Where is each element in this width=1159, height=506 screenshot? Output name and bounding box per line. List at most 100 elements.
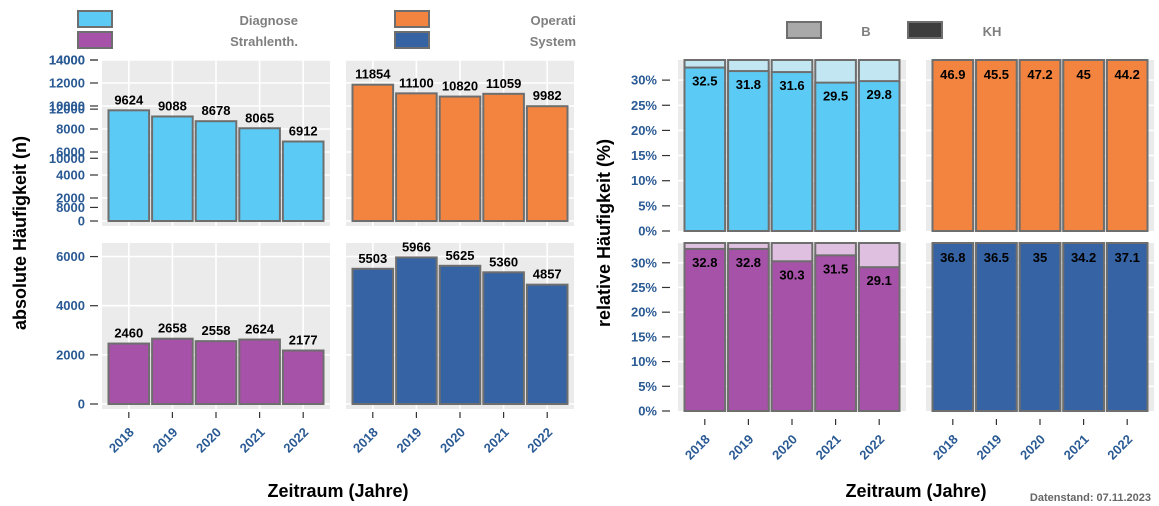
y-tick-label: 12000	[49, 76, 85, 91]
bar-label: 31.6	[779, 78, 804, 93]
bar-rel-system-2019	[975, 242, 1018, 412]
bar-label: 5360	[489, 254, 518, 269]
legend-label-diagnose: Diagnose	[239, 13, 298, 28]
x-tick-label: 2021	[481, 425, 512, 456]
bar-label: 45	[1076, 67, 1090, 82]
legend-right: B KH	[786, 21, 1002, 39]
bar-abs-system-2020	[438, 264, 482, 405]
x-tick-label: 2019	[393, 425, 424, 456]
y-tick-label: 2000	[56, 347, 85, 362]
x-tick-label: 2022	[524, 425, 555, 456]
y-tick-label: 14000	[49, 53, 85, 68]
bar-rel-diagnose-2019	[727, 70, 770, 232]
y-tick-label: 8000	[56, 200, 85, 215]
bar-rel-operati-2021	[1062, 59, 1105, 232]
bar-rel-system-2022	[1105, 242, 1149, 412]
bar-rel-system-2020	[1018, 242, 1062, 412]
bar-label: 6912	[289, 124, 318, 139]
x-tick-label: 2018	[350, 425, 381, 456]
y-tick-label: 20%	[631, 123, 657, 138]
bar-label: 11059	[486, 76, 521, 91]
bar-label: 37.1	[1115, 250, 1140, 265]
bar-abs-diagnose-2020	[194, 120, 238, 222]
bar-label: 36.5	[984, 250, 1009, 265]
bar-abs-system-2018	[351, 267, 395, 405]
legend-swatch-strahlenth	[77, 31, 113, 49]
bar-abs-operati-2019	[395, 92, 438, 222]
bar-rel-operati-2020	[1018, 59, 1062, 232]
bar-label: 9624	[114, 92, 144, 107]
bar-label: 4857	[533, 267, 562, 282]
y-tick-label: 0	[78, 397, 85, 412]
bar-abs-diagnose-2021	[238, 127, 281, 222]
bar-label: 31.5	[823, 261, 848, 276]
y-tick-label: 30%	[631, 73, 657, 88]
right-y-axis-title: relative Häufigkeit (%)	[594, 139, 614, 327]
left-y-axis-title: absolute Häufigkeit (n)	[10, 136, 30, 330]
bar-rel-diagnose-2021	[814, 81, 857, 232]
x-tick-label: 2018	[682, 432, 713, 463]
bar-rel-operati-2022	[1105, 59, 1149, 232]
x-tick-label: 2020	[193, 425, 224, 456]
bar-abs-system-2019	[395, 256, 438, 405]
bar-label: 29.1	[867, 273, 892, 288]
bar-abs-strahlenth-2020	[194, 340, 238, 405]
right-x-axis-title: Zeitraum (Jahre)	[845, 481, 986, 501]
bar-label: 9088	[158, 98, 187, 113]
bar-label: 10820	[442, 79, 478, 94]
bar-rel-diagnose-2022	[857, 80, 901, 232]
bar-abs-diagnose-2019	[151, 115, 194, 222]
bar-label: 32.8	[692, 255, 717, 270]
y-tick-label: 0	[78, 214, 85, 229]
bar-abs-strahlenth-2022	[281, 349, 325, 405]
y-tick-label: 25%	[631, 98, 657, 113]
bar-label: 5625	[446, 248, 475, 263]
y-tick-label: 15%	[631, 148, 657, 163]
legend-swatch-kh	[907, 21, 943, 39]
bar-rel-diagnose-2020	[770, 71, 814, 232]
bar-label: 2460	[114, 326, 143, 341]
legend-swatch-system	[394, 31, 430, 49]
bar-abs-system-2021	[482, 271, 525, 405]
x-tick-label: 2021	[813, 432, 844, 463]
x-tick-label: 2020	[1017, 432, 1048, 463]
bar-abs-operati-2018	[351, 83, 395, 222]
bar-label: 5966	[402, 239, 431, 254]
bar-label: 30.3	[779, 267, 804, 282]
bar-rel-diagnose-2018	[683, 66, 727, 233]
legend-label-b: B	[861, 24, 870, 39]
y-tick-label: 15%	[631, 329, 657, 344]
left-x-axis-title: Zeitraum (Jahre)	[267, 481, 408, 501]
bar-label: 29.8	[867, 87, 892, 102]
legend-label-kh: KH	[983, 24, 1002, 39]
bar-label: 35	[1033, 250, 1047, 265]
bar-label: 2658	[158, 321, 187, 336]
x-tick-label: 2019	[973, 432, 1004, 463]
bar-abs-strahlenth-2021	[238, 338, 281, 405]
charts-layer: 9624 9088 8678 8065 6912 11854 11100 10820 11059…	[49, 53, 1154, 463]
x-tick-label: 2019	[725, 432, 756, 463]
bar-label: 32.5	[692, 74, 717, 89]
bar-label: 9982	[533, 88, 562, 103]
bar-label: 29.5	[823, 89, 848, 104]
legend-left: Diagnose Strahlenth. Operati System	[77, 10, 576, 49]
y-tick-label: 6000	[56, 249, 85, 264]
bar-label: 8678	[202, 103, 231, 118]
bar-rel-strahlenth-2018	[683, 247, 727, 412]
bar-label: 31.8	[736, 77, 761, 92]
x-tick-label: 2020	[437, 425, 468, 456]
bar-rel-strahlenth-2022	[857, 266, 901, 412]
y-tick-label: 10000	[49, 99, 85, 114]
bar-abs-operati-2022	[525, 105, 569, 222]
bar-label: 8065	[245, 110, 274, 125]
y-tick-label: 10000	[49, 151, 85, 166]
bar-label: 44.2	[1115, 67, 1140, 82]
y-tick-label: 4000	[56, 168, 85, 183]
legend-swatch-b	[786, 21, 822, 39]
bar-rel-operati-2018	[931, 59, 975, 232]
y-tick-label: 0%	[638, 404, 657, 419]
x-tick-label: 2021	[1061, 432, 1092, 463]
y-tick-label: 4000	[56, 298, 85, 313]
x-tick-label: 2019	[149, 425, 180, 456]
